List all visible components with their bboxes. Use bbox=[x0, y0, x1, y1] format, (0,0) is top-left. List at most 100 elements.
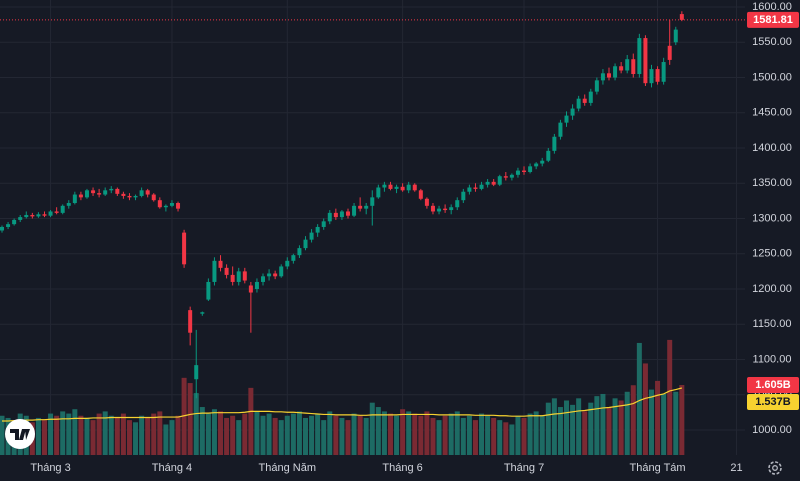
volume-bar bbox=[84, 417, 90, 455]
candle-body bbox=[394, 186, 399, 189]
volume-bar bbox=[272, 417, 278, 455]
candle-body bbox=[552, 136, 557, 151]
volume-bar bbox=[503, 422, 509, 455]
volume-bar bbox=[242, 413, 248, 455]
volume-bar bbox=[133, 422, 139, 455]
volume-bar bbox=[594, 396, 600, 455]
candle-body bbox=[30, 214, 35, 217]
volume-bar bbox=[114, 417, 120, 455]
candle-body bbox=[18, 217, 23, 220]
candle-body bbox=[649, 69, 654, 84]
volume-bar bbox=[582, 411, 588, 455]
candle-body bbox=[667, 45, 672, 60]
volume-bar bbox=[321, 420, 327, 455]
candle-body bbox=[655, 69, 660, 82]
volume-badge bbox=[747, 377, 799, 394]
volume-bar bbox=[108, 415, 114, 455]
volume-bar bbox=[369, 402, 375, 455]
candle-body bbox=[522, 170, 527, 172]
candle-body bbox=[406, 184, 411, 191]
volume-bar bbox=[157, 411, 163, 455]
volume-bar bbox=[479, 413, 485, 455]
candle-body bbox=[673, 29, 678, 43]
volume-bar bbox=[515, 415, 521, 455]
volume-bar bbox=[199, 407, 205, 455]
volume-bar bbox=[224, 417, 230, 455]
volume-bar bbox=[418, 415, 424, 455]
y-tick-label: 1550.00 bbox=[752, 36, 792, 48]
y-tick-label: 1000.00 bbox=[752, 424, 792, 436]
volume-bar bbox=[521, 417, 527, 455]
candle-body bbox=[333, 212, 338, 218]
candle-body bbox=[382, 184, 387, 188]
logo-badge bbox=[5, 419, 35, 449]
volume-bar bbox=[406, 411, 412, 455]
candle-body bbox=[103, 190, 108, 195]
volume-bar bbox=[48, 413, 54, 455]
volume-bar bbox=[387, 413, 393, 455]
volume-bar bbox=[588, 402, 594, 455]
candle-body bbox=[285, 260, 290, 267]
volume-ma-label: 1.537B bbox=[755, 396, 791, 408]
candle-body bbox=[625, 59, 630, 71]
volume-bar bbox=[151, 413, 157, 455]
candle-body bbox=[6, 224, 11, 227]
y-tick-label: 1150.00 bbox=[753, 318, 792, 330]
volume-bar bbox=[72, 409, 78, 455]
volume-bar bbox=[375, 407, 381, 455]
y-tick-label: 1500.00 bbox=[752, 71, 792, 83]
volume-bar bbox=[606, 407, 612, 455]
candle-body bbox=[139, 190, 144, 196]
candle-body bbox=[24, 214, 29, 218]
candle-body bbox=[297, 248, 302, 256]
volume-bar bbox=[169, 420, 175, 455]
volume-bar bbox=[545, 402, 551, 455]
volume-bar bbox=[327, 411, 333, 455]
candle-body bbox=[437, 208, 442, 212]
candle-body bbox=[534, 163, 539, 167]
candle-body bbox=[248, 285, 253, 293]
grid bbox=[0, 0, 745, 455]
candle-body bbox=[564, 115, 569, 123]
candle-body bbox=[279, 266, 284, 277]
volume-bar bbox=[66, 413, 72, 455]
y-tick-label: 1600.00 bbox=[752, 1, 792, 13]
candle-body bbox=[461, 191, 466, 201]
candle-body bbox=[163, 205, 168, 208]
candle-body bbox=[78, 194, 83, 198]
axes: 1000.001050.001100.001150.001200.001250.… bbox=[30, 1, 799, 474]
last-price-badge bbox=[747, 11, 799, 28]
candle-body bbox=[679, 14, 684, 20]
candle-body bbox=[36, 214, 41, 217]
candle-body bbox=[303, 239, 308, 249]
volume-bar bbox=[60, 411, 66, 455]
volume-bar bbox=[472, 420, 478, 455]
candle-body bbox=[230, 274, 235, 282]
candle-body bbox=[455, 200, 460, 208]
candle-body bbox=[485, 181, 490, 185]
x-tick-label: Tháng 7 bbox=[504, 462, 544, 474]
volume-bar bbox=[576, 398, 582, 455]
candle-body bbox=[528, 166, 533, 172]
candle-body bbox=[236, 271, 241, 282]
candle-body bbox=[48, 211, 53, 216]
volume-bar bbox=[290, 413, 296, 455]
candle-body bbox=[546, 150, 551, 161]
x-tick-label: Tháng 3 bbox=[30, 462, 70, 474]
candle-body bbox=[607, 73, 611, 78]
candle-body bbox=[588, 91, 593, 103]
volume-bar bbox=[0, 415, 5, 455]
volume-bar bbox=[181, 377, 187, 455]
candle-body bbox=[169, 203, 174, 206]
candle-body bbox=[188, 310, 193, 333]
candle-body bbox=[261, 276, 266, 282]
candle-body bbox=[430, 205, 435, 212]
volume-bar bbox=[357, 415, 363, 455]
candle-body bbox=[345, 211, 350, 216]
candle-body bbox=[206, 281, 211, 300]
volume-bar bbox=[412, 413, 418, 455]
candle-body bbox=[200, 312, 205, 314]
settings-icon[interactable] bbox=[768, 461, 782, 475]
